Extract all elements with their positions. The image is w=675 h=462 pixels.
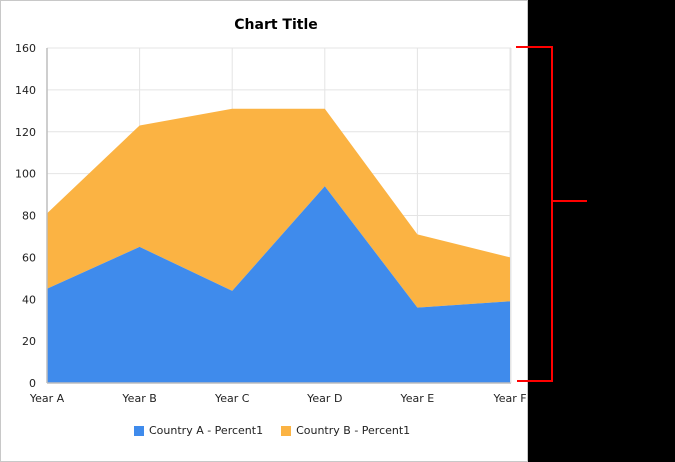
chart-panel: Chart Title 0 20 40 60 80 100 120 140 160 Year A Y… bbox=[0, 0, 528, 462]
x-tick-label: Year C bbox=[214, 392, 250, 405]
y-tick-label: 100 bbox=[15, 168, 36, 181]
legend-swatch bbox=[281, 425, 292, 436]
x-tick-label: Year B bbox=[121, 392, 156, 405]
area-series-1 bbox=[47, 186, 510, 383]
x-tick-label: Year A bbox=[29, 392, 65, 405]
x-tick-label: Year F bbox=[492, 392, 526, 405]
x-tick-label: Year E bbox=[400, 392, 435, 405]
legend-label: Country B - Percent1 bbox=[296, 424, 411, 437]
y-tick-label: 80 bbox=[22, 210, 36, 223]
y-tick-label: 20 bbox=[22, 335, 36, 348]
y-tick-label: 140 bbox=[15, 84, 36, 97]
plot-area: 0 20 40 60 80 100 120 140 160 Year A Year B Year C Y… bbox=[15, 42, 527, 405]
legend-item[interactable]: Country A - Percent1 bbox=[134, 424, 263, 437]
legend-swatch bbox=[134, 425, 144, 436]
bracket-line bbox=[516, 46, 553, 382]
legend: Country A - Percent1 Country B - Percent1 bbox=[134, 424, 410, 437]
area-series-2 bbox=[47, 108, 510, 308]
y-tick-label: 40 bbox=[22, 293, 36, 306]
legend-item[interactable]: Country B - Percent1 bbox=[281, 424, 410, 437]
y-tick-label: 0 bbox=[29, 377, 36, 390]
x-tick-label: Year D bbox=[306, 392, 342, 405]
legend-label: Country A - Percent1 bbox=[149, 424, 264, 437]
y-tick-label: 120 bbox=[15, 126, 36, 139]
y-tick-label: 60 bbox=[22, 251, 36, 264]
y-tick-label: 160 bbox=[15, 42, 36, 55]
chart-title: Chart Title bbox=[234, 17, 318, 33]
